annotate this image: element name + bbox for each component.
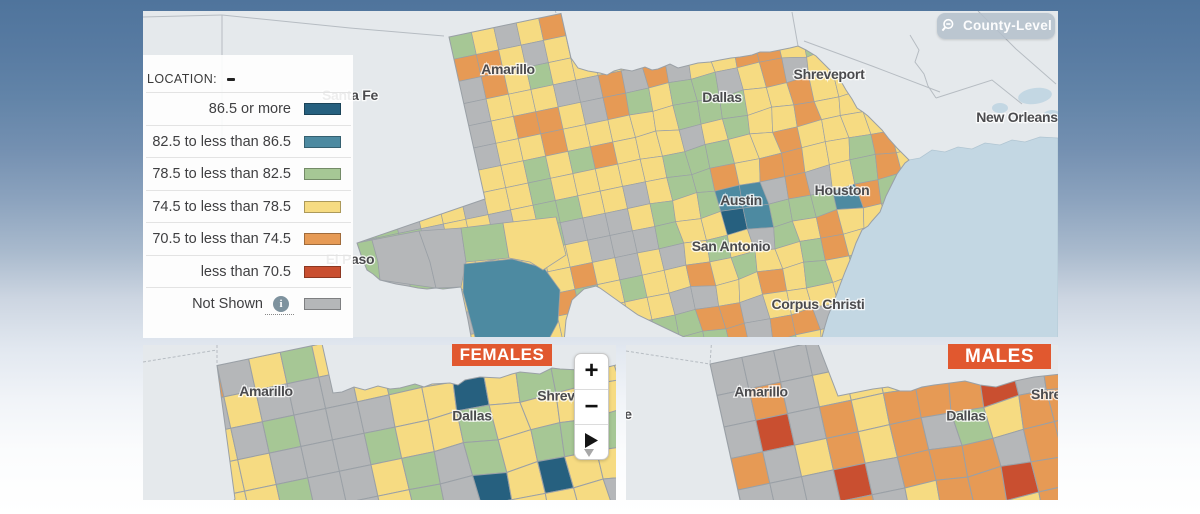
svg-text:Shrev: Shrev — [537, 388, 575, 404]
svg-text:Corpus Christi: Corpus Christi — [771, 296, 864, 312]
svg-text:Houston: Houston — [815, 182, 870, 198]
svg-text:e: e — [626, 406, 632, 422]
svg-text:Shreveport: Shreveport — [794, 66, 866, 82]
svg-text:Amarillo: Amarillo — [734, 384, 788, 400]
svg-text:Austin: Austin — [720, 192, 762, 208]
svg-text:San Antonio: San Antonio — [692, 238, 771, 254]
svg-text:New Orleans: New Orleans — [976, 109, 1058, 125]
svg-text:Amarillo: Amarillo — [239, 383, 293, 399]
svg-text:Dallas: Dallas — [702, 89, 742, 105]
svg-text:Shre: Shre — [1031, 386, 1058, 402]
svg-text:Dallas: Dallas — [452, 408, 492, 424]
svg-text:Dallas: Dallas — [946, 408, 986, 424]
svg-text:Amarillo: Amarillo — [481, 61, 535, 77]
